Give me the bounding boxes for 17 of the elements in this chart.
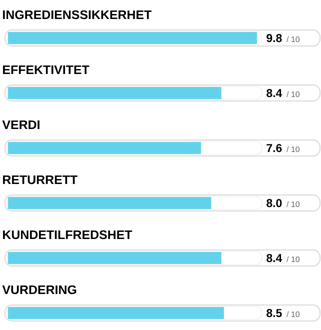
y-tick-label: KUNDETILFREDSHET bbox=[3, 230, 132, 240]
y-tick-label: INGREDIENSSIKKERHET bbox=[3, 10, 152, 20]
y-tick-label: RETURRETT bbox=[3, 175, 78, 184]
bar bbox=[8, 197, 212, 209]
y-tick-label: VERDI bbox=[2, 120, 40, 129]
y-tick-label: VURDERING bbox=[2, 285, 76, 294]
bar bbox=[8, 142, 202, 154]
bar bbox=[8, 87, 222, 100]
bar bbox=[8, 307, 224, 319]
data-label: 8.4 bbox=[266, 254, 282, 262]
data-label: 8.0 bbox=[266, 199, 282, 208]
bar bbox=[8, 252, 222, 264]
data-label: 7.6 bbox=[266, 144, 282, 152]
data-label: 8.5 bbox=[266, 309, 282, 318]
y-tick-label: EFFEKTIVITET bbox=[3, 65, 90, 74]
data-label: 9.8 bbox=[266, 34, 282, 42]
data-label: 8.4 bbox=[266, 89, 282, 98]
